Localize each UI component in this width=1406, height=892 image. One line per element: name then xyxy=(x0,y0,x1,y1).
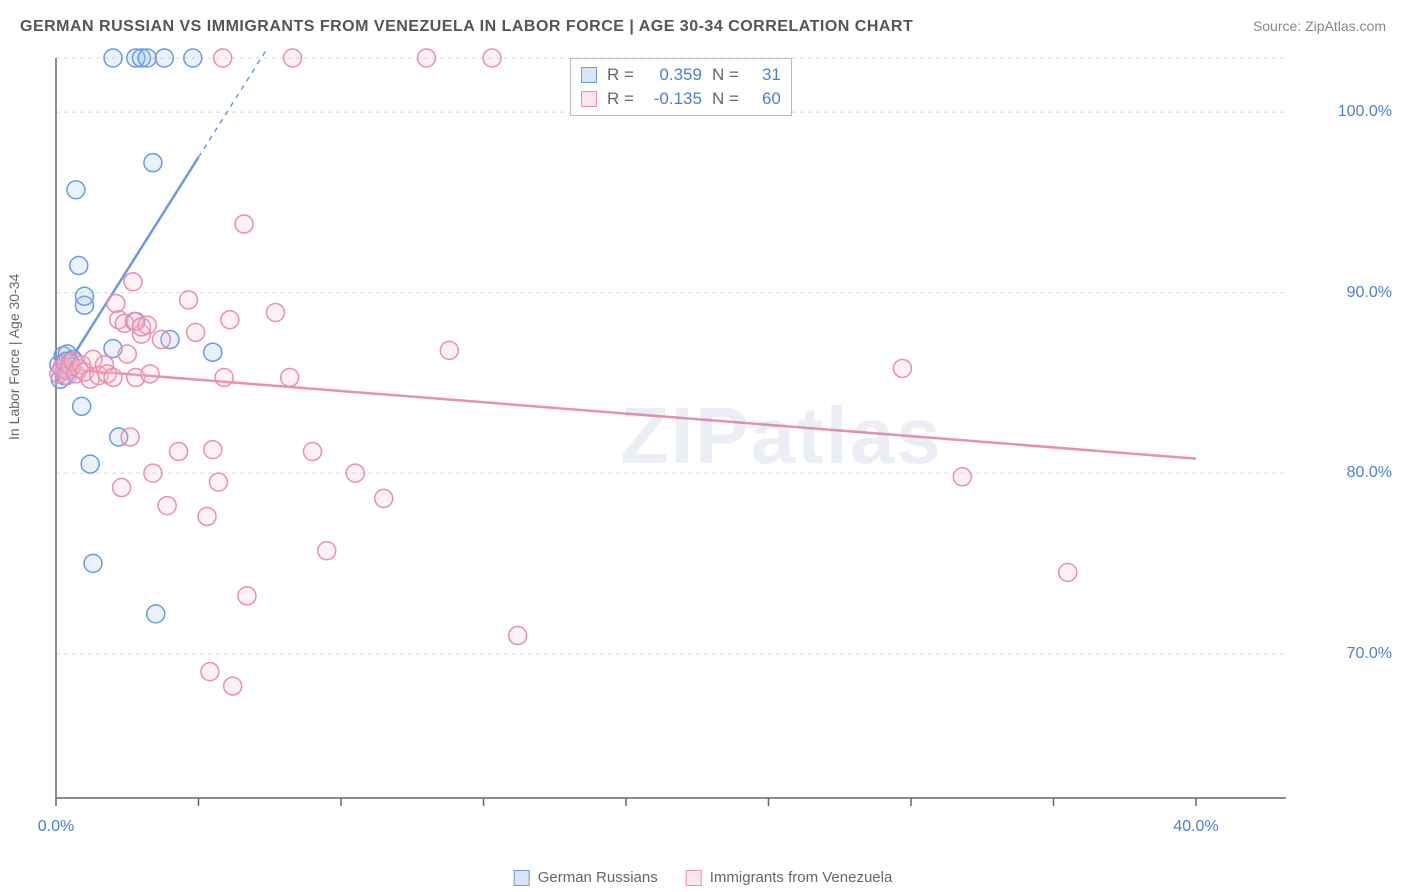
r-label: R = xyxy=(607,65,634,85)
y-tick-label: 80.0% xyxy=(1347,464,1392,482)
r-value: -0.135 xyxy=(644,89,702,109)
stat-legend-row: R = -0.135 N = 60 xyxy=(581,87,781,111)
legend-item: German Russians xyxy=(514,869,658,886)
y-axis-label: In Labor Force | Age 30-34 xyxy=(6,274,22,440)
chart-title: GERMAN RUSSIAN VS IMMIGRANTS FROM VENEZU… xyxy=(20,18,913,36)
n-label: N = xyxy=(712,89,739,109)
source-label: Source: ZipAtlas.com xyxy=(1253,18,1386,34)
r-value: 0.359 xyxy=(644,65,702,85)
n-label: N = xyxy=(712,65,739,85)
r-label: R = xyxy=(607,89,634,109)
n-value: 31 xyxy=(749,65,781,85)
legend-swatch xyxy=(581,67,597,83)
stat-legend-row: R = 0.359 N = 31 xyxy=(581,63,781,87)
legend-swatch xyxy=(581,91,597,107)
x-tick-label: 0.0% xyxy=(38,818,74,836)
legend-swatch xyxy=(514,870,530,886)
correlation-legend: R = 0.359 N = 31 R = -0.135 N = 60 xyxy=(570,58,792,116)
legend-item: Immigrants from Venezuela xyxy=(686,869,893,886)
y-tick-label: 90.0% xyxy=(1347,284,1392,302)
x-tick-label: 40.0% xyxy=(1173,818,1218,836)
legend-label: German Russians xyxy=(538,869,658,886)
y-tick-label: 70.0% xyxy=(1347,645,1392,663)
legend-label: Immigrants from Venezuela xyxy=(710,869,893,886)
series-legend: German Russians Immigrants from Venezuela xyxy=(514,869,893,886)
chart-container: GERMAN RUSSIAN VS IMMIGRANTS FROM VENEZU… xyxy=(0,0,1406,892)
scatter-plot xyxy=(48,48,1296,838)
legend-swatch xyxy=(686,870,702,886)
y-tick-label: 100.0% xyxy=(1338,103,1392,121)
n-value: 60 xyxy=(749,89,781,109)
